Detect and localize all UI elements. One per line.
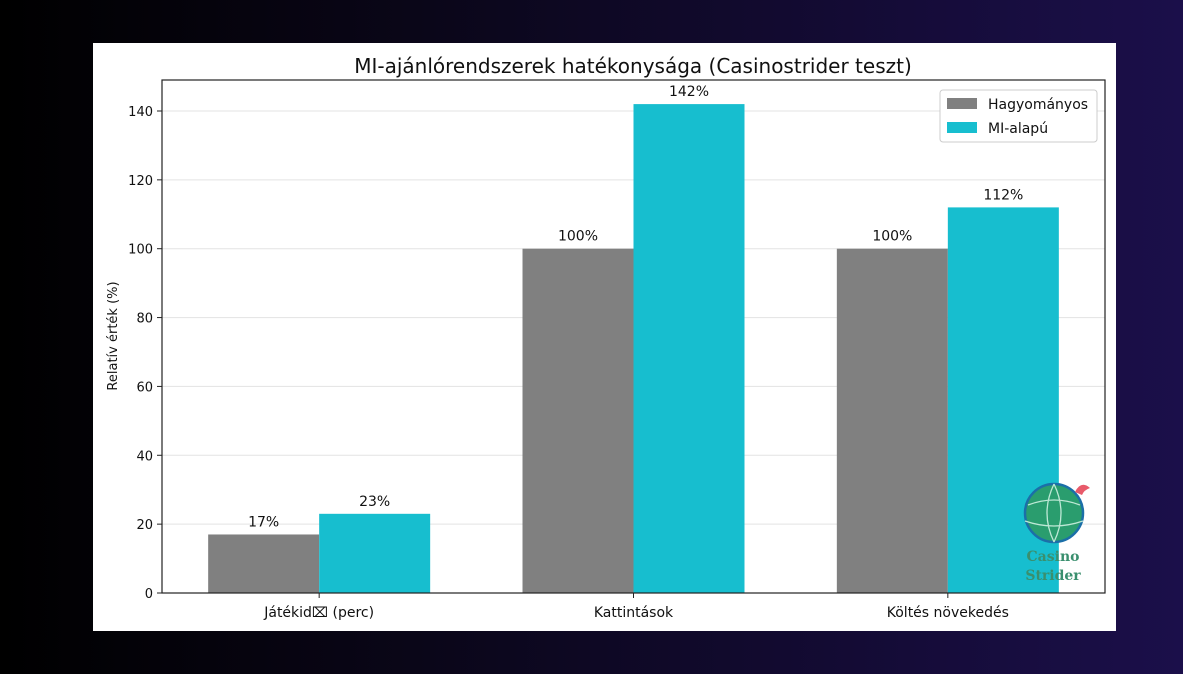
data-labels: 17% 23% 100% 142% 100% 112% (248, 84, 1023, 530)
chart-panel: 17% 23% 100% 142% 100% 112% 0 20 40 60 80 100 120 14… (93, 43, 1116, 631)
x-tick-label: Játékid⌧ (perc) (263, 605, 374, 621)
y-tick-label: 60 (136, 380, 153, 395)
chart-title: MI-ajánlórendszerek hatékonysága (Casino… (354, 54, 912, 78)
y-axis-label: Relatív érték (%) (106, 281, 121, 390)
x-tick-label: Költés növekedés (887, 605, 1009, 621)
bar-hagyomanyos (208, 534, 320, 593)
bar-value-label: 142% (669, 84, 709, 100)
y-tick-label: 80 (136, 312, 153, 327)
legend-swatch-hagyomanyos (947, 98, 977, 109)
globe-icon (1023, 482, 1090, 544)
legend: Hagyományos MI-alapú (939, 89, 1098, 143)
legend-swatch-mi-alapu (947, 122, 977, 133)
bar-value-label: 23% (359, 494, 390, 510)
x-axis: Játékid⌧ (perc) Kattintások Költés növeked… (263, 593, 1009, 621)
casino-strider-logo: Casino Strider (1023, 482, 1090, 584)
bars (208, 104, 1059, 593)
legend-box (939, 89, 1098, 143)
bar-mi-alapu (633, 104, 745, 593)
bar-mi-alapu (319, 513, 431, 593)
legend-label-mi-alapu: MI-alapú (988, 121, 1048, 137)
y-tick-label: 0 (145, 587, 153, 602)
bar-value-label: 17% (248, 514, 279, 530)
y-tick-label: 20 (136, 518, 153, 533)
bar-value-label: 112% (983, 187, 1023, 203)
y-tick-label: 100 (128, 243, 153, 258)
legend-label-hagyomanyos: Hagyományos (988, 97, 1088, 113)
bar-hagyomanyos (522, 248, 634, 593)
bar-chart: 17% 23% 100% 142% 100% 112% 0 20 40 60 80 100 120 14… (106, 54, 1106, 621)
y-tick-label: 120 (128, 174, 153, 189)
y-tick-label: 140 (128, 105, 153, 120)
x-tick-label: Kattintások (594, 605, 674, 621)
bar-hagyomanyos (836, 248, 948, 593)
logo-text-casino: Casino (1027, 549, 1080, 565)
logo-text-strider: Strider (1025, 568, 1081, 584)
bar-value-label: 100% (558, 229, 598, 245)
bar-value-label: 100% (872, 229, 912, 245)
y-axis: 0 20 40 60 80 100 120 140 (128, 105, 162, 602)
y-tick-label: 40 (136, 449, 153, 464)
